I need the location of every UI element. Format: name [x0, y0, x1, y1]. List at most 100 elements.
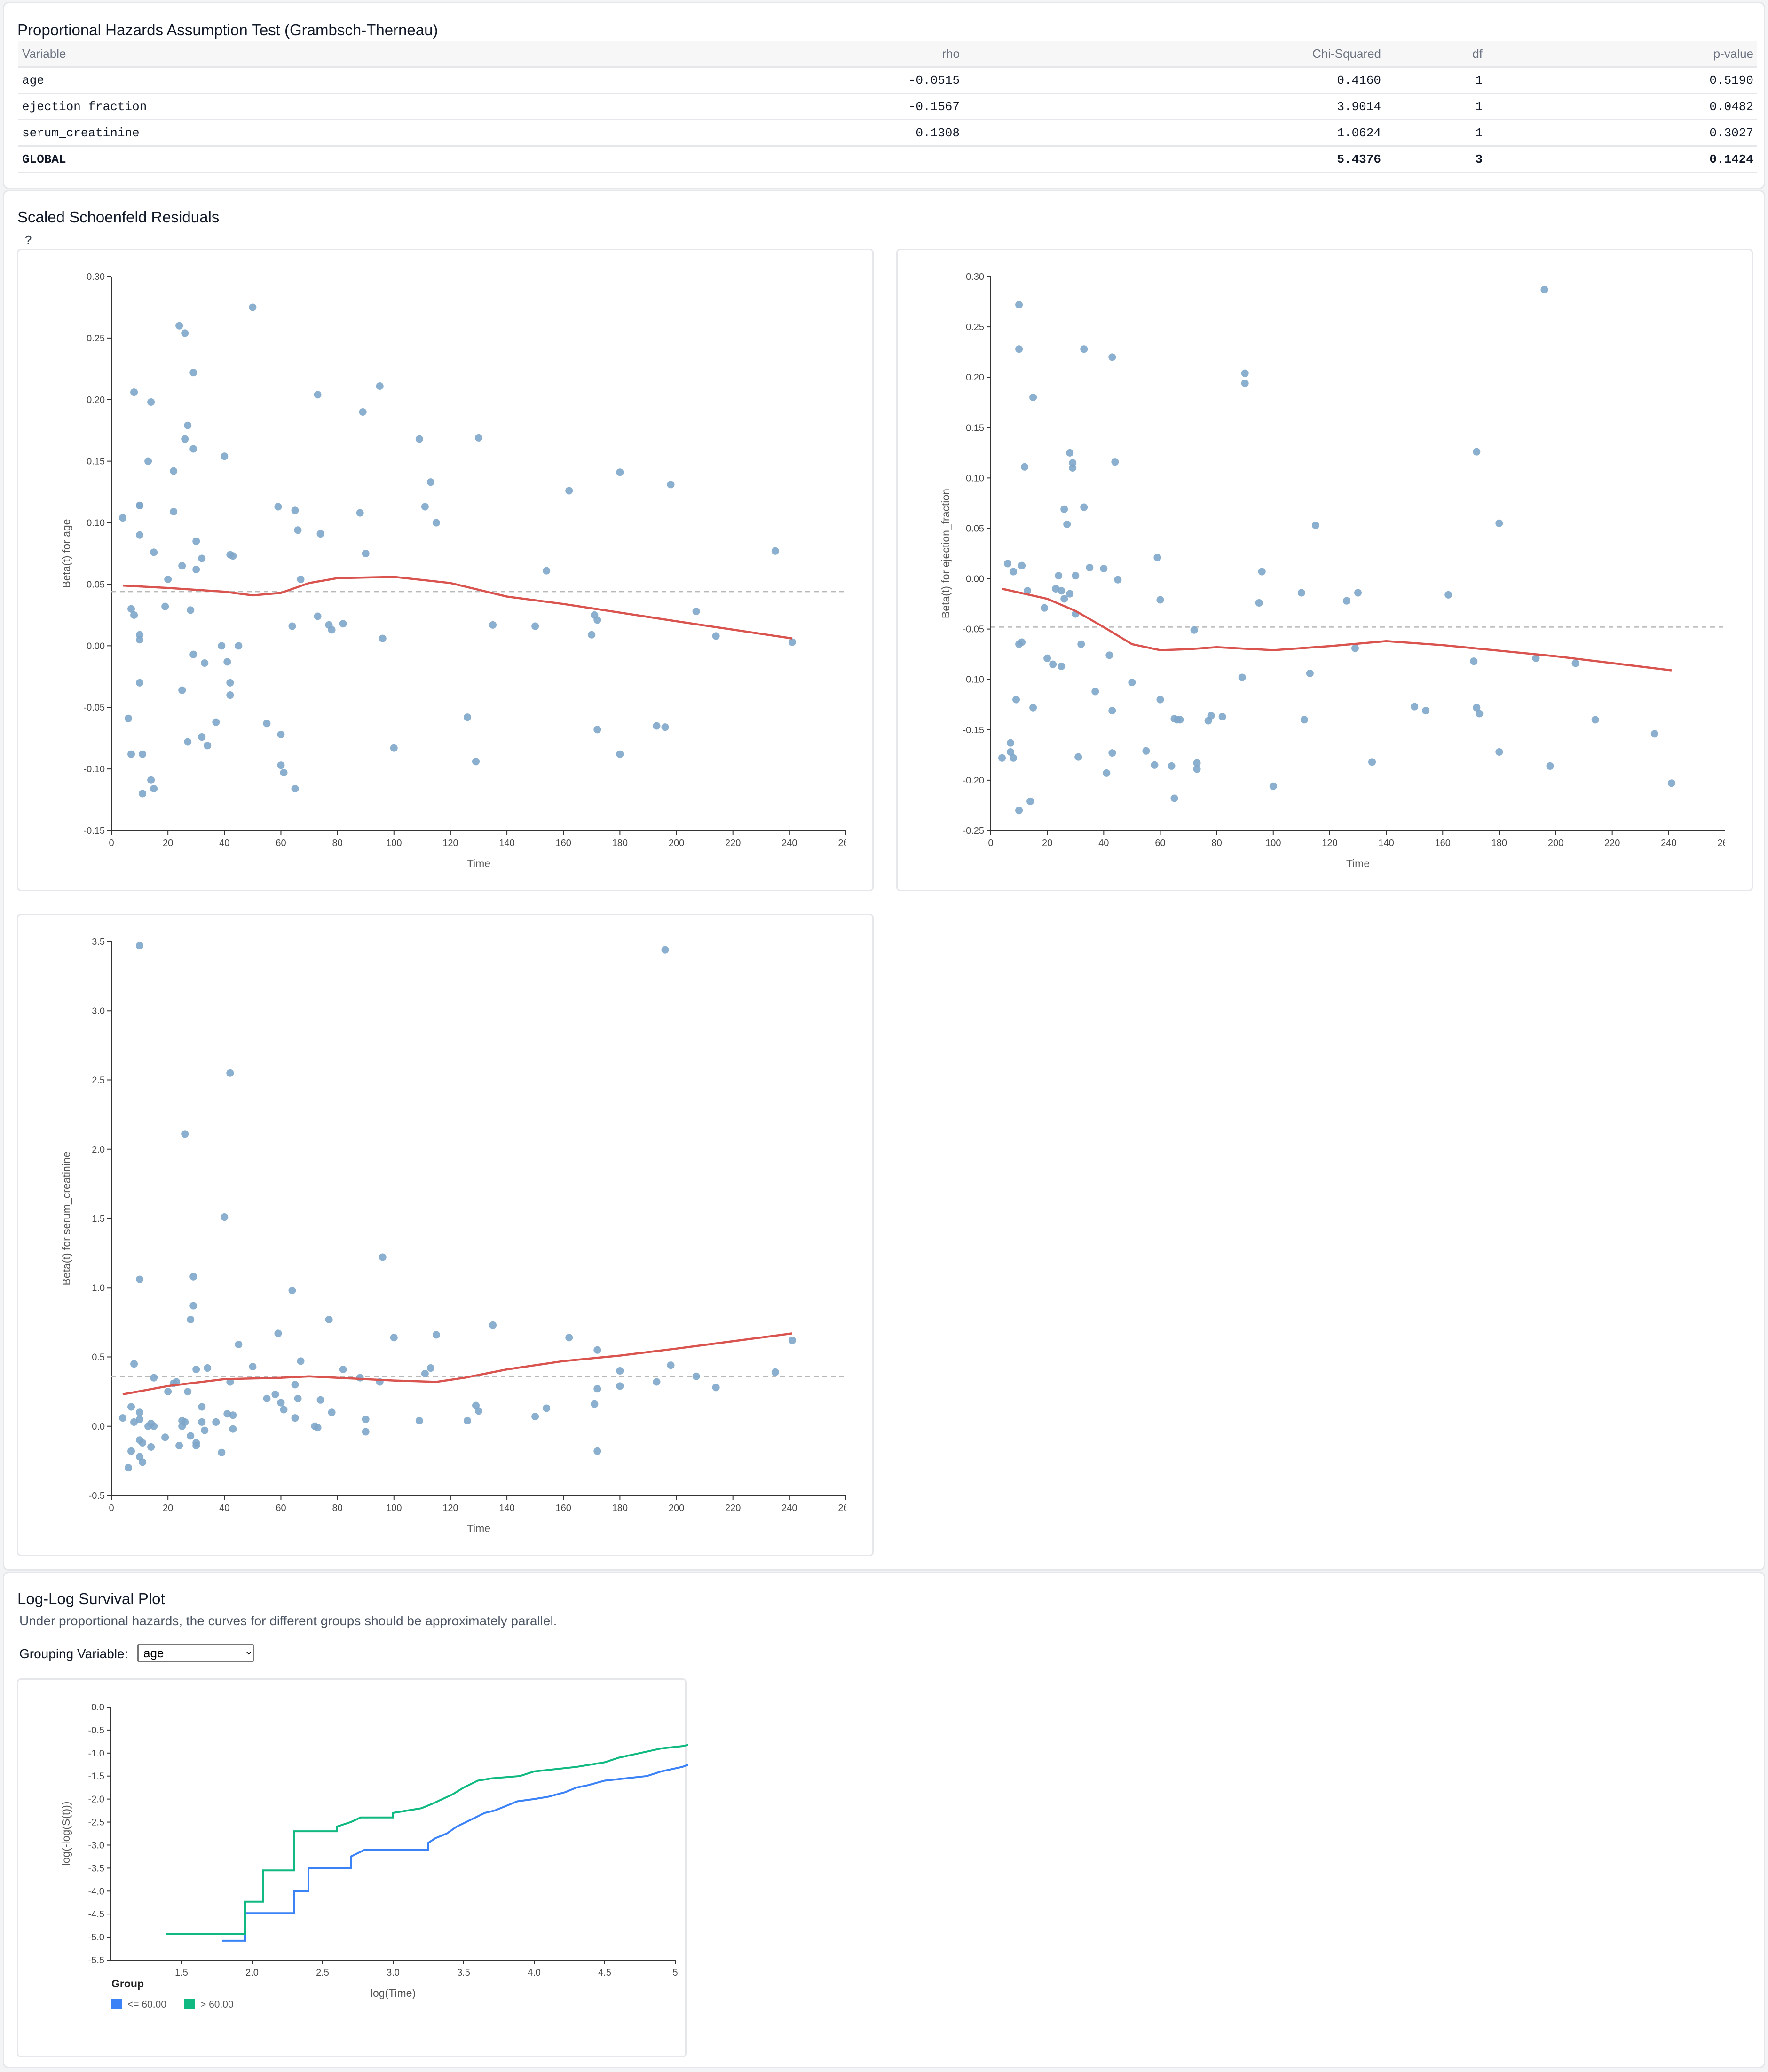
data-point	[475, 434, 482, 442]
schoenfeld-chart-ejection-fraction: -0.25 -0.20 -0.15 -0.10 -0.05 0.00 0.05 0.10 0.1…	[939, 272, 1725, 870]
help-icon[interactable]: ?	[25, 233, 32, 247]
loglog-card: Log-Log Survival Plot Under proportional…	[3, 1572, 1765, 2068]
data-point	[184, 421, 192, 429]
data-point	[390, 744, 398, 752]
data-point	[229, 552, 237, 560]
data-point	[1021, 463, 1029, 471]
schoenfeld-title: Scaled Schoenfeld Residuals	[17, 208, 220, 226]
x-tick-label: 240	[781, 838, 797, 848]
data-point	[130, 1418, 138, 1426]
data-point	[653, 722, 661, 730]
data-point	[181, 1130, 189, 1138]
data-point	[249, 1363, 257, 1371]
data-point	[288, 1287, 296, 1295]
data-point	[139, 1439, 147, 1447]
data-point	[192, 566, 200, 574]
data-point	[198, 554, 206, 562]
data-point	[1255, 599, 1263, 607]
data-point	[616, 750, 624, 758]
x-tick-label: 140	[1378, 838, 1394, 848]
data-point	[788, 638, 796, 646]
ph-test-table: Variable rho Chi-Squared df p-value age …	[18, 41, 1757, 173]
x-tick-label: 160	[556, 1503, 571, 1513]
data-point	[593, 1447, 601, 1455]
cell-chisq: 0.4160	[963, 67, 1385, 94]
chart-group: -0.5 0.0 0.5 1.0 1.5 2.0 2.5 3.0 3.5 0 20 40 60 80 100…	[60, 937, 853, 1534]
data-point	[192, 1439, 200, 1447]
y-tick-label: 3.0	[92, 1006, 105, 1016]
data-point	[379, 1253, 387, 1261]
data-point	[1063, 520, 1071, 528]
data-point	[1258, 568, 1266, 576]
data-point	[139, 1458, 147, 1466]
data-point	[271, 1391, 279, 1399]
data-point	[291, 1381, 299, 1389]
y-tick-label: -0.15	[963, 725, 984, 735]
chart-group: -0.25 -0.20 -0.15 -0.10 -0.05 0.00 0.05 0.10 0.1…	[939, 272, 1725, 870]
data-point	[314, 391, 322, 399]
data-point	[531, 622, 539, 630]
col-df: df	[1385, 41, 1486, 68]
y-tick-label: 0.15	[966, 423, 984, 433]
data-point	[1010, 754, 1018, 762]
data-point	[1080, 345, 1088, 353]
y-tick-label: 0.30	[966, 272, 984, 282]
y-tick-label: -0.15	[83, 826, 105, 836]
col-chisq: Chi-Squared	[963, 41, 1385, 68]
data-point	[147, 398, 155, 406]
data-point	[1156, 696, 1164, 704]
data-point	[192, 537, 200, 545]
data-point	[362, 1428, 370, 1436]
data-point	[692, 608, 700, 616]
grouping-variable-select[interactable]: age	[137, 1644, 254, 1662]
data-point	[178, 562, 186, 570]
data-point	[543, 567, 551, 575]
data-point	[1444, 591, 1452, 599]
cell-variable: age	[18, 67, 627, 94]
series-line-1	[166, 1744, 688, 1935]
data-point	[463, 1416, 471, 1424]
data-point	[204, 1364, 212, 1372]
data-point	[356, 509, 364, 517]
y-tick-label: -4.0	[88, 1886, 104, 1897]
data-point	[291, 784, 299, 792]
data-point	[229, 1411, 237, 1419]
grouping-variable-label: Grouping Variable:	[19, 1646, 128, 1661]
schoenfeld-chart-age: -0.15 -0.10 -0.05 0.00 0.05 0.10 0.15 0.20 0.25 0…	[60, 272, 846, 870]
x-tick-label: 20	[163, 838, 173, 848]
data-point	[390, 1334, 398, 1342]
data-point	[1571, 659, 1579, 667]
data-point	[1060, 505, 1068, 513]
y-tick-label: -2.5	[88, 1818, 104, 1828]
loglog-description: Under proportional hazards, the curves f…	[19, 1613, 557, 1628]
x-tick-label: 200	[669, 1503, 684, 1513]
data-point	[119, 514, 127, 522]
data-point	[150, 548, 158, 556]
data-point	[235, 642, 243, 650]
data-point	[432, 1331, 440, 1339]
cell-chisq: 5.4376	[963, 146, 1385, 173]
data-point	[593, 726, 601, 734]
x-tick-label: 2.5	[316, 1968, 329, 1978]
data-point	[415, 435, 423, 443]
x-tick-label: 40	[219, 838, 229, 848]
y-tick-label: 0.0	[91, 1702, 104, 1713]
x-tick-label: 260	[838, 1503, 853, 1513]
legend-swatch	[111, 1999, 122, 2009]
data-point	[1176, 716, 1184, 724]
y-tick-label: -0.5	[89, 1491, 105, 1501]
legend-label: <= 60.00	[127, 1999, 166, 2010]
cell-df: 1	[1385, 67, 1486, 94]
data-point	[280, 1406, 288, 1414]
x-tick-label: 120	[1322, 838, 1337, 848]
x-tick-label: 140	[499, 838, 514, 848]
data-point	[223, 658, 231, 666]
x-tick-label: 0	[988, 838, 993, 848]
data-point	[1218, 712, 1226, 720]
data-point	[277, 1399, 285, 1407]
data-point	[1091, 688, 1099, 696]
x-tick-label: 3.0	[387, 1968, 400, 1978]
data-point	[1190, 626, 1198, 634]
data-point	[588, 631, 596, 639]
data-point	[1238, 673, 1246, 681]
